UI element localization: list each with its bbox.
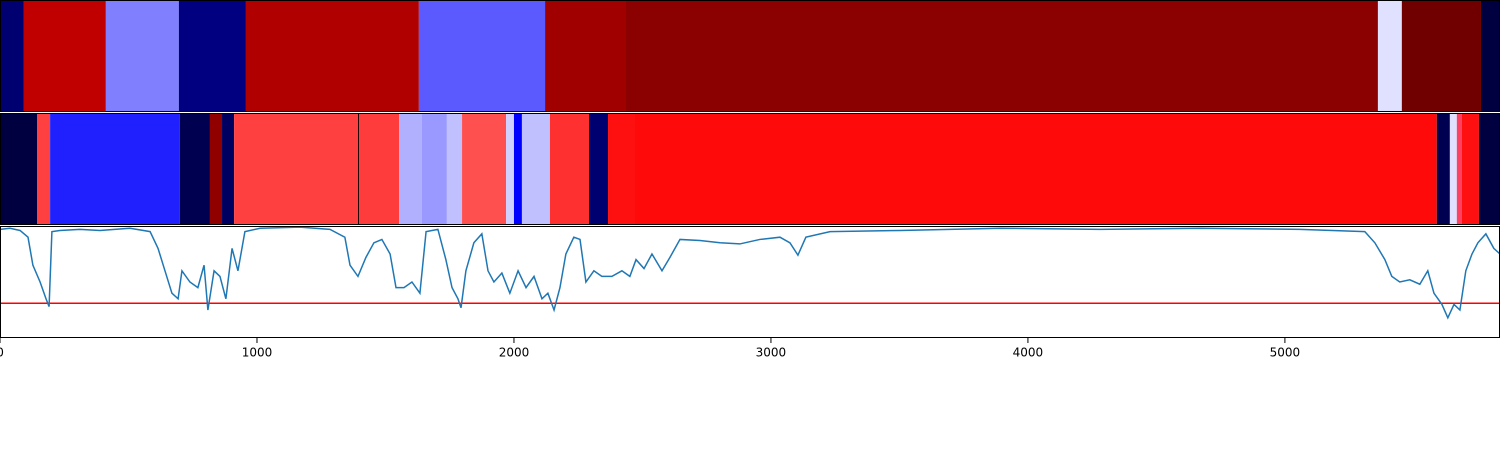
segment <box>505 113 514 225</box>
segment <box>1480 0 1500 112</box>
segment <box>421 113 447 225</box>
segment <box>357 113 360 225</box>
segment <box>222 113 235 225</box>
segment <box>23 0 106 112</box>
segment <box>418 0 546 112</box>
segment <box>50 113 180 225</box>
segment <box>521 113 550 225</box>
segment <box>359 113 400 225</box>
segment <box>1449 113 1457 225</box>
segment <box>545 0 627 112</box>
x-tick-label: 2000 <box>499 346 530 360</box>
segment <box>105 0 179 112</box>
segment <box>513 113 522 225</box>
segment <box>1461 113 1479 225</box>
segment <box>589 113 609 225</box>
segment <box>178 0 246 112</box>
segment <box>626 0 1378 112</box>
x-tick-label: 1000 <box>242 346 273 360</box>
segment <box>37 113 51 225</box>
segment <box>1401 0 1481 112</box>
segment <box>0 113 38 225</box>
data-line <box>0 226 1500 320</box>
segment <box>608 113 636 225</box>
segment <box>234 113 358 225</box>
segment <box>179 113 210 225</box>
segment <box>635 113 1437 225</box>
segment <box>209 113 223 225</box>
segment <box>1377 0 1402 112</box>
x-tick-label: 5000 <box>1270 346 1301 360</box>
x-tick-label: 3000 <box>756 346 787 360</box>
segment <box>0 0 24 112</box>
segment <box>446 113 463 225</box>
segment <box>462 113 506 225</box>
panel-frame <box>0 226 1500 338</box>
segment <box>399 113 422 225</box>
segment <box>1478 113 1500 225</box>
segment <box>549 113 590 225</box>
x-tick-label: 0 <box>0 346 4 360</box>
segment <box>1436 113 1450 225</box>
x-tick-label: 4000 <box>1013 346 1044 360</box>
segment <box>1456 113 1462 225</box>
segment <box>245 0 419 112</box>
